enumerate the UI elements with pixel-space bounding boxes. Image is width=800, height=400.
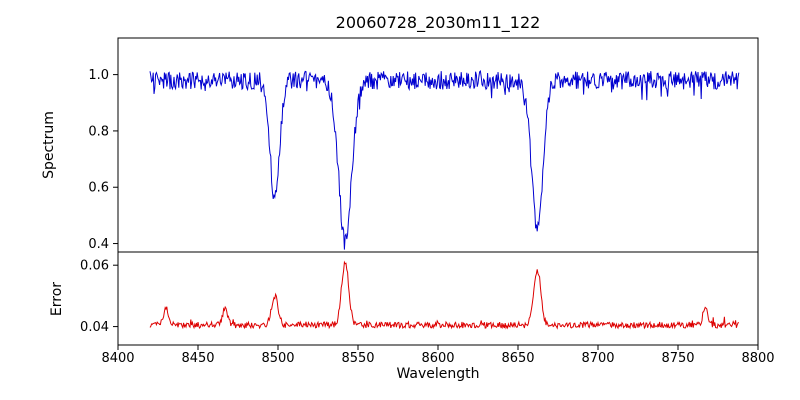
error-plot-frame [117,251,759,346]
x-tick-label: 8600 [421,351,454,366]
x-tick-label: 8700 [581,351,614,366]
spectrum-y-tick-label: 0.6 [88,181,109,196]
x-tick-label: 8500 [261,351,294,366]
spectrum-y-tick-label: 0.8 [88,124,109,139]
error-line [149,260,740,330]
spectrum-y-tick-label: 0.4 [88,237,109,252]
x-tick-label: 8650 [501,351,534,366]
x-axis-label: Wavelength [396,366,480,382]
x-tick-label: 8750 [661,351,694,366]
error-y-tick-label: 0.06 [80,259,109,274]
x-tick-label: 8550 [341,351,374,366]
spectrum-y-tick-label: 1.0 [88,68,109,83]
spectrum-line [149,69,740,250]
chart-title: 20060728_2030m11_122 [335,13,541,32]
x-tick-label: 8450 [181,351,214,366]
x-tick-label: 8800 [741,351,774,366]
x-tick-label: 8400 [101,351,134,366]
spectrum-plot-frame [117,37,759,253]
error-y-tick-label: 0.04 [80,320,109,335]
